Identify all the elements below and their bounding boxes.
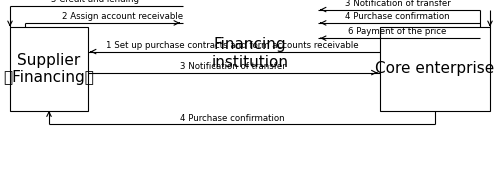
Bar (380, 27, 490, 111)
Text: 1 Set up purchase contracts and form accounts receivable: 1 Set up purchase contracts and form acc… (106, 41, 359, 50)
Text: Core enterprise: Core enterprise (376, 61, 494, 76)
Text: Supplier
（Financing）: Supplier （Financing） (4, 53, 94, 85)
Text: 4 Purchase confirmation: 4 Purchase confirmation (180, 114, 285, 123)
Text: 5 Credit and lending: 5 Credit and lending (51, 0, 139, 4)
Text: 4 Purchase confirmation: 4 Purchase confirmation (345, 12, 450, 21)
Text: 2 Assign account receivable: 2 Assign account receivable (62, 12, 183, 21)
Text: 3 Notification of transfer: 3 Notification of transfer (180, 62, 286, 71)
Text: 3 Notification of transfer: 3 Notification of transfer (344, 0, 451, 8)
Bar (10, 27, 88, 111)
Text: 6 Payment of the price: 6 Payment of the price (348, 27, 446, 36)
Text: Financing
institution: Financing institution (212, 37, 288, 70)
